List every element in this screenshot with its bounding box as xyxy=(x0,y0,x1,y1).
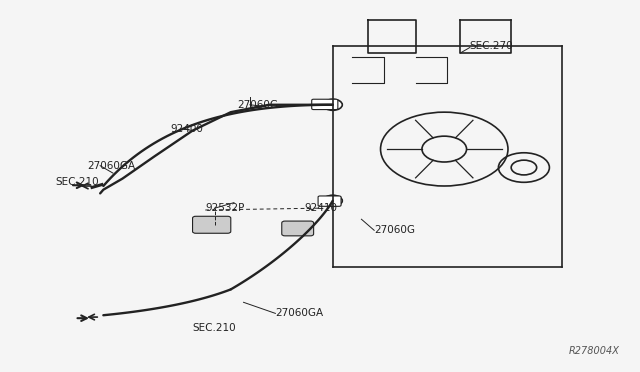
Text: 92532P: 92532P xyxy=(205,203,244,213)
Text: 27060GA: 27060GA xyxy=(88,161,136,171)
Text: 27060G: 27060G xyxy=(237,100,278,110)
Text: SEC.210: SEC.210 xyxy=(56,177,99,187)
Text: 27060G: 27060G xyxy=(374,225,415,235)
FancyBboxPatch shape xyxy=(312,99,338,110)
Circle shape xyxy=(323,99,342,110)
Text: SEC.270: SEC.270 xyxy=(470,41,513,51)
Text: R278004X: R278004X xyxy=(568,346,620,356)
FancyBboxPatch shape xyxy=(282,221,314,236)
Text: 92400: 92400 xyxy=(170,124,203,134)
Text: SEC.210: SEC.210 xyxy=(193,323,236,333)
Text: 92410: 92410 xyxy=(304,203,337,213)
Circle shape xyxy=(323,195,342,206)
FancyBboxPatch shape xyxy=(193,216,231,233)
FancyBboxPatch shape xyxy=(318,196,341,206)
Text: 27060GA: 27060GA xyxy=(275,308,323,318)
